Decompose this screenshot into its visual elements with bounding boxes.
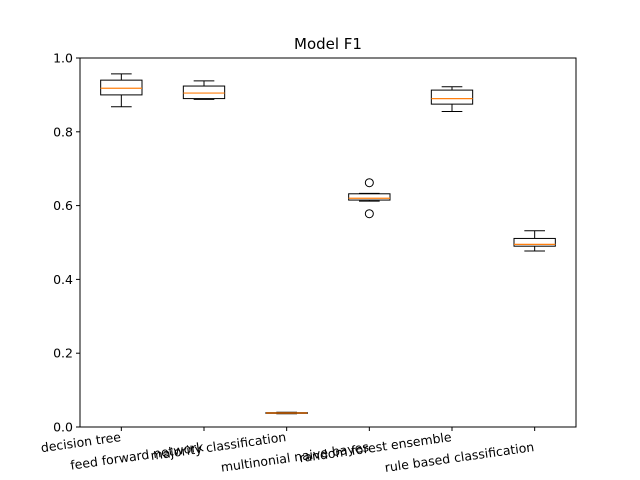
y-tick-label: 1.0 bbox=[53, 51, 73, 66]
y-tick-label: 0.8 bbox=[53, 124, 73, 139]
y-tick-label: 0.2 bbox=[53, 346, 73, 361]
outlier-point bbox=[364, 209, 374, 219]
axes-frame bbox=[79, 57, 577, 428]
chart-title: Model F1 bbox=[294, 35, 362, 53]
box-iqr bbox=[513, 237, 556, 247]
y-tick-label: 0.0 bbox=[53, 420, 73, 435]
y-tick-label: 0.6 bbox=[53, 198, 73, 213]
box-iqr bbox=[182, 85, 226, 100]
box-iqr bbox=[430, 89, 474, 105]
box-iqr bbox=[348, 193, 391, 201]
box-iqr bbox=[100, 79, 143, 96]
y-tick-label: 0.4 bbox=[53, 272, 73, 287]
outlier-point bbox=[364, 178, 374, 188]
